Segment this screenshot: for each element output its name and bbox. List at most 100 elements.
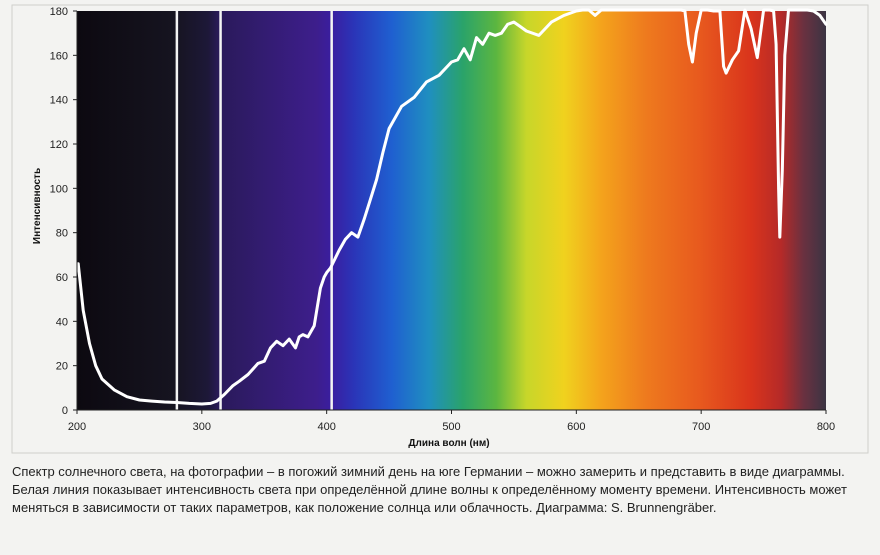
intensity-point [294, 346, 297, 350]
intensity-point [724, 71, 728, 75]
intensity-point [625, 8, 628, 12]
intensity-point [412, 96, 416, 99]
intensity-point [512, 20, 516, 24]
intensity-point [209, 402, 212, 405]
intensity-point [223, 393, 226, 396]
x-tick-label: 800 [817, 421, 835, 433]
intensity-point [587, 8, 590, 12]
intensity-point [700, 8, 703, 12]
intensity-point [469, 58, 472, 61]
intensity-point [356, 235, 360, 239]
y-tick-label: 160 [50, 50, 68, 62]
intensity-point [263, 360, 266, 363]
intensity-point [575, 9, 578, 13]
y-tick-label: 180 [50, 6, 68, 18]
intensity-point [637, 8, 640, 12]
intensity-point [188, 402, 191, 405]
intensity-point [519, 25, 522, 28]
intensity-point [799, 8, 803, 12]
intensity-point [362, 218, 366, 221]
intensity-point [323, 275, 326, 279]
intensity-point [818, 14, 821, 17]
intensity-point [456, 58, 459, 61]
vertical-markers [175, 11, 333, 410]
intensity-point [125, 395, 129, 398]
x-tick-label: 400 [317, 421, 335, 433]
intensity-point [712, 9, 715, 13]
intensity-point [718, 9, 722, 13]
x-axis-title: Длина волн (нм) [408, 438, 489, 449]
x-tick-label: 200 [68, 421, 86, 433]
intensity-point [737, 49, 740, 53]
figure-caption: Спектр солнечного света, на фотографии –… [12, 464, 847, 515]
intensity-point [100, 377, 104, 381]
intensity-point [337, 249, 341, 252]
intensity-point [437, 74, 441, 77]
intensity-point [325, 271, 328, 274]
intensity-point [722, 65, 725, 68]
intensity-point [238, 380, 241, 383]
intensity-point [298, 335, 301, 339]
intensity-point [783, 54, 786, 57]
intensity-point [680, 8, 683, 12]
intensity-point [481, 43, 484, 46]
intensity-point [650, 8, 653, 12]
intensity-point [606, 8, 609, 12]
intensity-point [344, 238, 347, 241]
intensity-point [662, 8, 665, 12]
intensity-point [246, 373, 250, 376]
intensity-point [425, 80, 428, 84]
intensity-point [581, 8, 584, 12]
intensity-point [462, 47, 466, 50]
intensity-point [600, 8, 603, 12]
y-tick-label: 40 [56, 316, 68, 328]
intensity-point [400, 105, 403, 108]
intensity-point [643, 8, 647, 12]
intensity-point [691, 60, 694, 64]
intensity-point [618, 8, 622, 12]
y-tick-label: 0 [62, 405, 68, 417]
intensity-point [375, 178, 378, 181]
intensity-point [163, 400, 166, 404]
intensity-point [301, 333, 305, 336]
intensity-point [768, 8, 771, 12]
intensity-point [550, 20, 553, 24]
intensity-point [313, 324, 316, 327]
intensity-point [695, 32, 698, 35]
intensity-point [231, 384, 235, 387]
intensity-point [675, 8, 678, 12]
intensity-point [138, 398, 141, 402]
y-tick-label: 100 [50, 183, 68, 195]
intensity-point [387, 127, 391, 130]
intensity-point [824, 23, 828, 26]
intensity-point [329, 266, 332, 270]
intensity-point [631, 8, 634, 12]
intensity-point [749, 27, 753, 30]
intensity-point [731, 58, 734, 61]
y-tick-label: 60 [56, 272, 68, 284]
intensity-point [612, 8, 615, 12]
intensity-point [756, 56, 759, 59]
y-tick-label: 20 [56, 361, 68, 373]
intensity-point [774, 43, 778, 46]
intensity-point [369, 198, 372, 201]
intensity-point [706, 8, 709, 12]
intensity-point [319, 286, 322, 290]
intensity-point [656, 8, 659, 12]
intensity-point [450, 60, 453, 64]
x-axis-ticks: 200 300 400 500 600 700 800 [68, 410, 835, 433]
y-tick-label: 80 [56, 228, 68, 240]
intensity-point [94, 364, 97, 367]
intensity-point [506, 23, 509, 26]
intensity-point [525, 29, 528, 33]
intensity-point [772, 9, 775, 13]
intensity-point [77, 262, 80, 265]
intensity-point [306, 335, 310, 339]
intensity-point [82, 309, 85, 312]
intensity-point [200, 402, 203, 406]
intensity-point [350, 231, 353, 234]
y-axis-ticks: 0 20 40 60 80 100 120 140 160 180 [50, 6, 77, 417]
y-tick-label: 120 [50, 139, 68, 151]
intensity-points [77, 8, 828, 406]
x-tick-label: 700 [692, 421, 710, 433]
